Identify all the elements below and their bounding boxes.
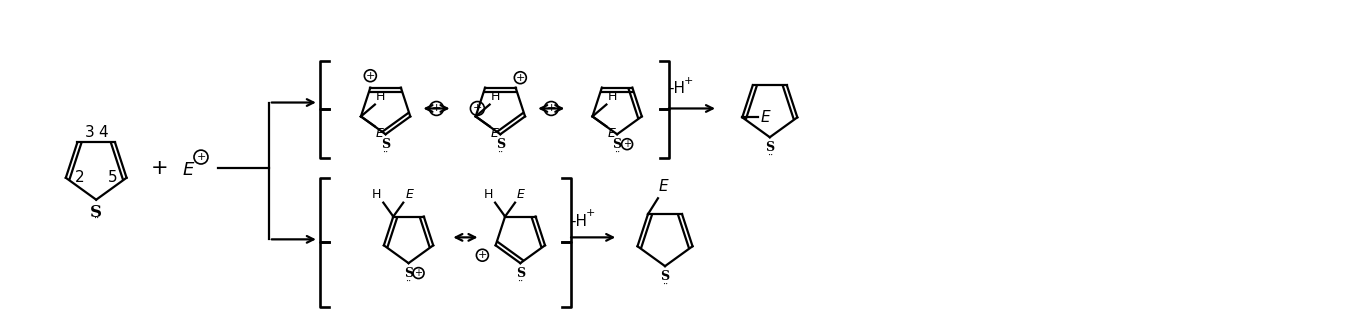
Text: E: E (607, 127, 615, 140)
Text: 2: 2 (75, 170, 85, 185)
Text: 5: 5 (108, 170, 117, 185)
Text: ··: ·· (662, 280, 668, 289)
Text: E: E (405, 188, 413, 201)
Text: +: + (197, 152, 206, 162)
Text: E: E (183, 161, 194, 179)
Text: +: + (432, 103, 441, 113)
Text: +: + (366, 71, 376, 81)
Text: E: E (491, 127, 498, 140)
Text: +: + (684, 76, 693, 86)
Text: S: S (612, 138, 622, 151)
Text: +: + (415, 268, 423, 278)
Text: +: + (472, 103, 482, 113)
Text: H: H (371, 188, 381, 201)
Text: ··: ·· (497, 148, 503, 157)
Text: S: S (766, 141, 774, 154)
Text: ··: ·· (93, 214, 100, 223)
Text: +: + (623, 139, 631, 149)
Text: +: + (151, 158, 168, 178)
Text: 4: 4 (98, 125, 108, 140)
Text: E: E (760, 110, 770, 125)
Text: 3: 3 (85, 125, 94, 140)
Text: +: + (516, 73, 525, 83)
Text: E: E (376, 127, 384, 140)
Text: ··: ·· (382, 148, 389, 157)
Text: +: + (478, 250, 487, 260)
Text: E: E (517, 188, 525, 201)
Text: S: S (516, 267, 525, 280)
Text: ··: ·· (614, 148, 621, 157)
Text: H: H (483, 188, 493, 201)
Text: +: + (586, 208, 595, 217)
Text: S: S (661, 270, 669, 283)
Text: S: S (495, 138, 505, 151)
Text: S: S (90, 204, 102, 221)
Text: ··: ·· (767, 151, 773, 160)
Text: S: S (381, 138, 390, 151)
Text: H: H (607, 90, 616, 103)
Text: -H: -H (668, 81, 685, 96)
Text: ··: ·· (405, 277, 412, 286)
Text: +: + (546, 103, 556, 113)
Text: S: S (404, 267, 413, 280)
Text: H: H (376, 90, 385, 103)
Text: E: E (660, 179, 669, 194)
Text: -H: -H (571, 214, 587, 229)
Text: ··: ·· (517, 277, 524, 286)
Text: H: H (491, 90, 499, 103)
